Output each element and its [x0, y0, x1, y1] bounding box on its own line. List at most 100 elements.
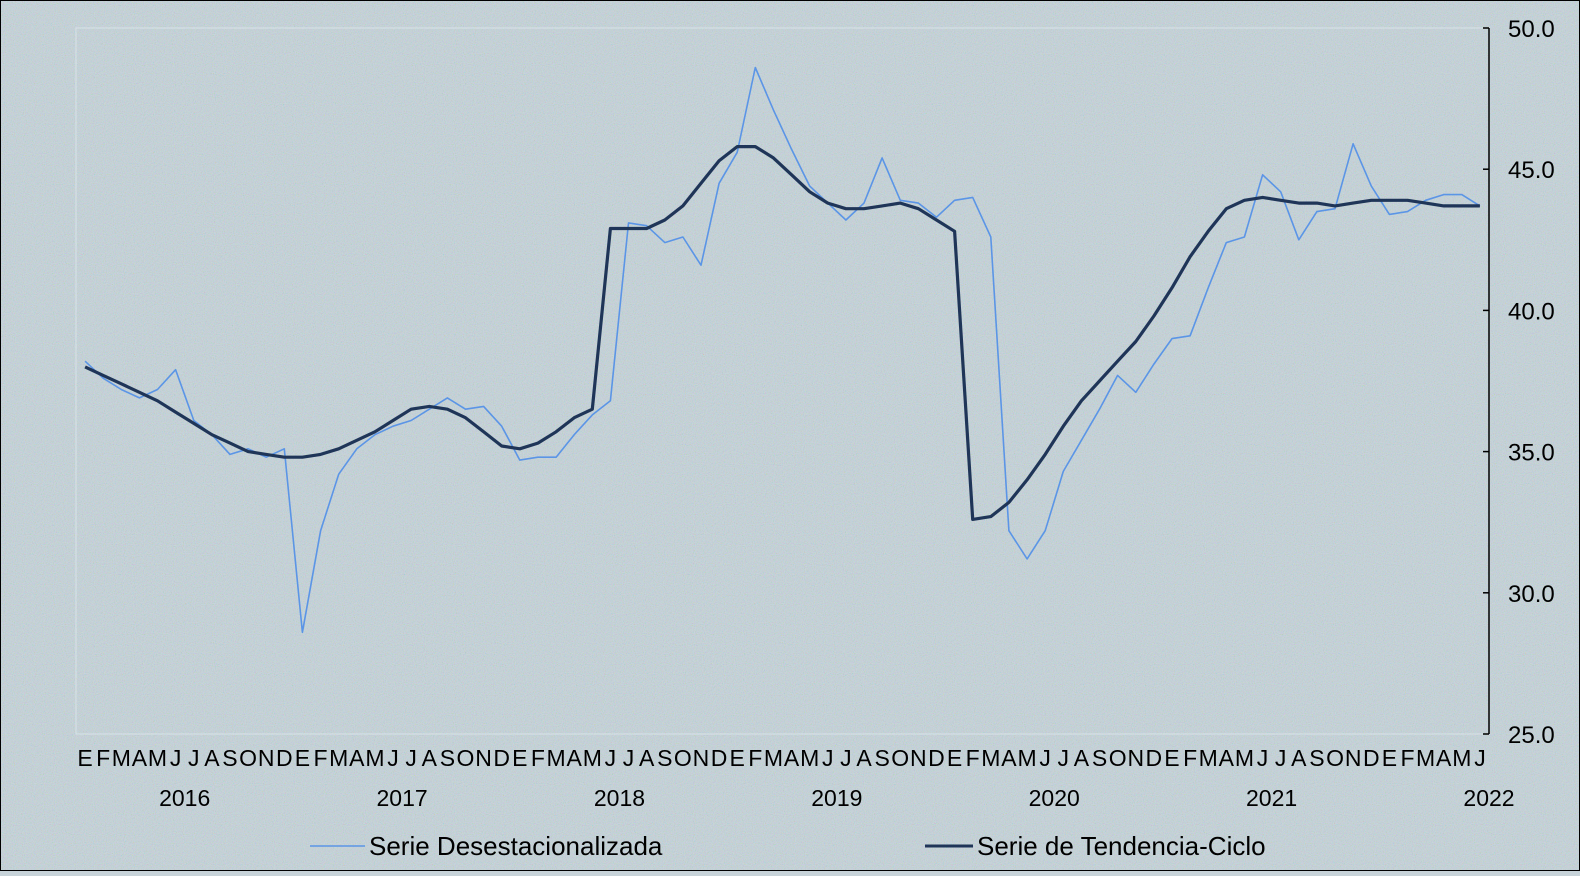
x-tick-label: D [711, 745, 728, 771]
legend-item-desestacionalizada: Serie Desestacionalizada [310, 831, 663, 861]
x-tick-label: J [170, 745, 182, 771]
x-tick-label: J [405, 745, 417, 771]
legend-item-tendencia-ciclo: Serie de Tendencia-Ciclo [925, 831, 1266, 861]
x-tick-label: S [874, 745, 889, 771]
x-tick-label: E [947, 745, 962, 771]
x-tick-label: M [329, 745, 348, 771]
x-tick-label: O [674, 745, 692, 771]
x-tick-label: A [1001, 745, 1017, 771]
year-label: 2022 [1463, 785, 1514, 811]
x-tick-label: A [567, 745, 583, 771]
x-tick-label: M [546, 745, 565, 771]
year-label: 2021 [1246, 785, 1297, 811]
legend-label-tendencia-ciclo: Serie de Tendencia-Ciclo [977, 831, 1266, 861]
x-tick-label: M [764, 745, 783, 771]
x-tick-label: D [928, 745, 945, 771]
x-tick-label: F [1183, 745, 1197, 771]
x-tick-label: E [1382, 745, 1397, 771]
x-tick-label: N [910, 745, 927, 771]
year-label: 2019 [811, 785, 862, 811]
x-tick-label: M [1416, 745, 1435, 771]
x-tick-label: E [512, 745, 527, 771]
x-tick-label: J [387, 745, 399, 771]
x-tick-label: M [800, 745, 819, 771]
x-tick-label: A [1436, 745, 1452, 771]
x-tick-label: N [258, 745, 275, 771]
x-tick-label: J [188, 745, 200, 771]
x-tick-label: F [748, 745, 762, 771]
x-tick-label: J [822, 745, 834, 771]
year-label: 2016 [159, 785, 210, 811]
legend-label-desestacionalizada: Serie Desestacionalizada [369, 831, 663, 861]
x-tick-label: A [204, 745, 220, 771]
x-tick-label: J [623, 745, 635, 771]
x-tick-label: J [1474, 745, 1486, 771]
x-tick-label: N [1127, 745, 1144, 771]
y-tick-label: 30.0 [1508, 581, 1555, 608]
legend: Serie Desestacionalizada Serie de Tenden… [310, 831, 1266, 861]
x-tick-label: F [96, 745, 110, 771]
x-tick-label: M [1452, 745, 1471, 771]
x-tick-label: M [112, 745, 131, 771]
x-tick-label: A [1219, 745, 1235, 771]
y-tick-label: 45.0 [1508, 157, 1555, 184]
x-tick-label: J [840, 745, 852, 771]
y-tick-label: 50.0 [1508, 16, 1555, 43]
x-tick-label: A [856, 745, 872, 771]
x-tick-label: M [365, 745, 384, 771]
x-tick-label: N [693, 745, 710, 771]
x-tick-label: J [1039, 745, 1051, 771]
x-tick-label: N [475, 745, 492, 771]
x-tick-label: E [730, 745, 745, 771]
x-tick-label: D [1146, 745, 1163, 771]
x-tick-label: A [784, 745, 800, 771]
series-line-tendencia-ciclo [84, 145, 1480, 522]
x-tick-label: A [1291, 745, 1307, 771]
x-tick-label: J [1257, 745, 1269, 771]
x-tick-label: M [1199, 745, 1218, 771]
x-tick-label: O [1109, 745, 1127, 771]
x-tick-label: S [1092, 745, 1107, 771]
x-tick-label: A [422, 745, 438, 771]
x-tick-label: E [77, 745, 92, 771]
x-tick-label: N [1345, 745, 1362, 771]
x-tick-label: M [148, 745, 167, 771]
x-tick-label: O [239, 745, 257, 771]
x-tick-label: M [981, 745, 1000, 771]
x-tick-label: A [1074, 745, 1090, 771]
x-tick-label: E [295, 745, 310, 771]
x-tick-label: S [1309, 745, 1324, 771]
x-tick-label: M [1235, 745, 1254, 771]
y-axis: 25.0 30.0 35.0 40.0 45.0 50.0 [1483, 16, 1555, 749]
x-tick-label: S [657, 745, 672, 771]
x-tick-label: D [493, 745, 510, 771]
x-tick-label: M [1017, 745, 1036, 771]
y-tick-label: 25.0 [1508, 722, 1555, 749]
year-label: 2017 [376, 785, 427, 811]
x-tick-label: F [1400, 745, 1414, 771]
y-tick-label: 40.0 [1508, 298, 1555, 325]
x-tick-label: J [1275, 745, 1287, 771]
series-layer [84, 66, 1481, 634]
x-tick-label: J [1058, 745, 1070, 771]
series-line-desestacionalizada [84, 66, 1481, 634]
x-tick-label: M [583, 745, 602, 771]
x-tick-label: F [314, 745, 328, 771]
x-tick-label: O [1326, 745, 1344, 771]
x-tick-label: O [891, 745, 909, 771]
x-tick-label: O [457, 745, 475, 771]
x-tick-label: A [132, 745, 148, 771]
x-tick-label: F [531, 745, 545, 771]
x-tick-label: D [1363, 745, 1380, 771]
y-tick-label: 35.0 [1508, 440, 1555, 467]
x-tick-label: F [966, 745, 980, 771]
x-tick-label: D [276, 745, 293, 771]
year-label: 2020 [1029, 785, 1080, 811]
x-tick-label: J [605, 745, 617, 771]
x-tick-label: E [1164, 745, 1179, 771]
x-tick-label: S [440, 745, 455, 771]
